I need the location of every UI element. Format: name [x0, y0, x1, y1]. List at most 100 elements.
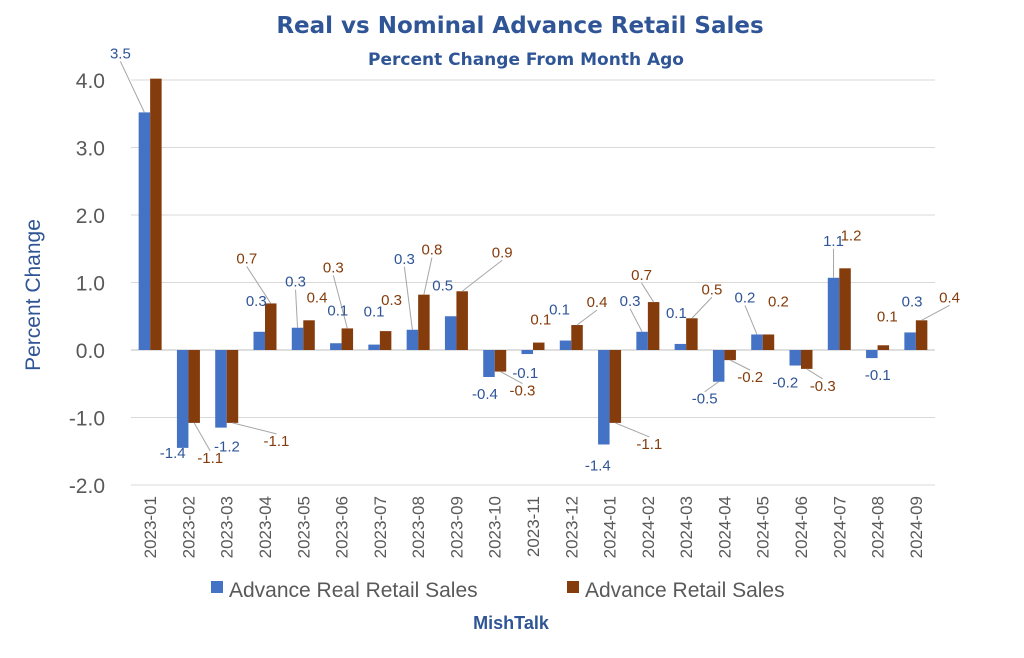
data-label: 0.1	[877, 308, 898, 325]
x-tick-label: 2023-03	[218, 496, 237, 558]
data-label: 0.3	[381, 292, 402, 309]
label-leader-line	[744, 305, 758, 335]
data-label: 0.2	[768, 293, 789, 310]
data-label: 0.1	[666, 305, 687, 322]
label-leader-line	[246, 266, 272, 304]
data-label: 0.3	[902, 293, 923, 310]
data-label: 0.8	[421, 242, 442, 259]
bar	[686, 318, 698, 350]
data-label: 0.2	[735, 289, 756, 306]
x-tick-label: 2024-01	[601, 496, 620, 558]
data-label: 0.1	[549, 302, 570, 319]
y-axis-ticks: 4.0 3.0 2.0 1.0 0.0 -1.0 -2.0	[69, 70, 105, 498]
x-tick-label: 2024-03	[677, 496, 696, 558]
x-tick-label: 2024-09	[907, 496, 926, 558]
bar	[330, 343, 342, 350]
data-label: 0.1	[530, 312, 551, 329]
x-tick-label: 2024-08	[869, 496, 888, 558]
legend-label-nominal: Advance Retail Sales	[585, 579, 785, 602]
bar	[303, 320, 315, 350]
data-label: 0.4	[307, 289, 328, 306]
bar	[456, 291, 468, 350]
data-labels: 3.5-1.4 -1.20.30.30.1 0.10.30.5-0.4-0.10.1…	[110, 45, 960, 474]
data-label: -1.1	[197, 450, 223, 467]
data-label: 0.5	[701, 281, 722, 298]
data-label: 3.5	[110, 45, 131, 62]
bar	[559, 340, 572, 350]
label-leader-line	[295, 289, 299, 328]
label-leader-lines	[119, 61, 950, 452]
x-tick-label: 2023-01	[141, 496, 160, 558]
footer-source: MishTalk	[473, 613, 550, 633]
x-tick-label: 2023-02	[179, 496, 198, 558]
data-label: -0.4	[472, 386, 498, 403]
x-tick-label: 2024-07	[830, 496, 849, 558]
y-axis-title: Percent Change	[22, 219, 45, 371]
label-leader-line	[232, 422, 277, 435]
label-leader-line	[423, 257, 433, 295]
bar	[762, 334, 775, 350]
bar	[647, 302, 660, 350]
data-label: -1.2	[214, 439, 240, 456]
data-label: 1.1	[823, 233, 844, 250]
data-label: -0.5	[692, 391, 718, 408]
x-tick-label: 2024-06	[792, 496, 811, 558]
label-leader-line	[193, 422, 211, 452]
bar	[215, 350, 227, 428]
x-tick-label: 2023-10	[486, 496, 505, 558]
x-tick-label: 2023-08	[409, 496, 428, 558]
label-leader-line	[921, 304, 950, 321]
bar	[598, 350, 610, 445]
y-tick-label: 3.0	[76, 138, 105, 161]
bar	[533, 342, 545, 350]
y-tick-label: 4.0	[76, 70, 105, 93]
y-tick-label: 2.0	[76, 205, 105, 228]
label-leader-line	[691, 296, 713, 319]
x-tick-label: 2023-11	[524, 496, 543, 557]
data-label: 0.3	[620, 293, 641, 310]
data-label: 0.1	[327, 302, 348, 319]
bar	[915, 320, 928, 350]
data-label: 0.3	[246, 293, 267, 310]
data-label: 0.7	[236, 250, 257, 267]
bar	[904, 332, 916, 350]
bar	[483, 350, 495, 377]
x-tick-label: 2023-04	[256, 496, 275, 558]
gridlines	[131, 79, 935, 486]
x-tick-label: 2023-06	[333, 496, 352, 558]
data-label: 0.3	[394, 251, 415, 268]
label-leader-line	[704, 381, 719, 393]
bar	[341, 328, 354, 350]
x-tick-label: 2024-02	[639, 496, 658, 558]
bar	[368, 344, 380, 350]
label-leader-line	[629, 308, 643, 333]
bar	[674, 343, 687, 350]
label-leader-line	[461, 259, 503, 292]
y-tick-label: 1.0	[76, 273, 105, 296]
data-label: 0.9	[492, 244, 513, 261]
bar	[494, 350, 507, 372]
legend-swatch-nominal	[567, 581, 579, 593]
data-label: -0.3	[510, 383, 536, 400]
data-label: 0.4	[587, 294, 608, 311]
bar	[226, 350, 239, 423]
data-label: -1.1	[636, 436, 662, 453]
data-label: -1.4	[585, 458, 611, 475]
label-leader-line	[806, 368, 824, 380]
bar	[712, 350, 725, 382]
data-label: 0.1	[364, 304, 385, 321]
bar	[265, 303, 277, 350]
bar	[379, 331, 392, 350]
label-leader-line	[119, 61, 145, 113]
bar	[609, 350, 622, 423]
data-label: -0.2	[772, 375, 798, 392]
x-axis-ticks: 2023-01 2023-02 2023-03 2023-04 2023-05 2023-…	[141, 496, 926, 558]
bar	[827, 277, 840, 350]
bar	[444, 316, 457, 350]
x-tick-label: 2023-05	[294, 496, 313, 558]
bar	[839, 268, 851, 350]
data-label: -0.1	[865, 367, 891, 384]
bar	[789, 350, 801, 366]
bars	[138, 78, 928, 448]
bar	[724, 350, 736, 361]
